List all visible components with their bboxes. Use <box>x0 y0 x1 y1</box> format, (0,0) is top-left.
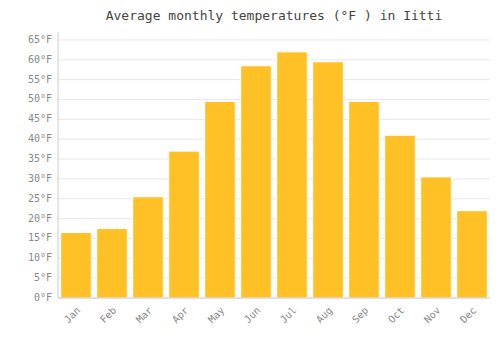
bar <box>61 232 92 298</box>
y-tick-label: 5°F <box>34 272 52 283</box>
x-tick-label: Aug <box>314 305 335 326</box>
x-tick-label: Nov <box>422 305 443 326</box>
page: {"chart_data": {"type": "bar", "title": … <box>0 0 500 350</box>
y-tick-label: 15°F <box>28 232 52 243</box>
x-tick-label: May <box>206 305 227 326</box>
grid-line <box>58 298 490 299</box>
grid-line <box>58 79 490 80</box>
y-tick-label: 55°F <box>28 74 52 85</box>
y-axis-line <box>58 32 59 298</box>
grid-line <box>58 119 490 120</box>
grid-line <box>58 99 490 100</box>
x-tick-label: Sep <box>350 305 371 326</box>
x-tick-label: Oct <box>386 305 407 326</box>
y-tick-label: 25°F <box>28 193 52 204</box>
x-tick-label: Feb <box>98 305 119 326</box>
bar <box>277 52 308 298</box>
x-tick-label: Mar <box>134 305 155 326</box>
x-tick-label: Apr <box>170 305 191 326</box>
y-tick-label: 40°F <box>28 133 52 144</box>
title: Average monthly temperatures (°F ) in Ii… <box>106 8 443 23</box>
grid-line <box>58 159 490 160</box>
chart-container: 0°F 5°F 10°F 15°F 20°F 25°F 30°F 35°F 40°F 45°F 50… <box>0 0 500 350</box>
y-tick-label: 35°F <box>28 153 52 164</box>
y-tick-label: 60°F <box>28 54 52 65</box>
bar <box>169 151 200 298</box>
y-tick-label: 10°F <box>28 252 52 263</box>
bar <box>205 101 236 298</box>
y-tick-label: 20°F <box>28 213 52 224</box>
grid-line <box>58 39 490 40</box>
bar <box>457 211 488 298</box>
y-axis: 0°F 5°F 10°F 15°F 20°F 25°F 30°F 35°F 40°F 45°F 50… <box>28 34 52 303</box>
x-tick-label: Dec <box>458 305 479 326</box>
grid-line <box>58 139 490 140</box>
x-tick-label: Jul <box>278 305 299 326</box>
x-tick-label: Jan <box>62 305 83 326</box>
x-tick-label: Jun <box>242 305 263 326</box>
bar <box>421 177 452 298</box>
chart: 0°F 5°F 10°F 15°F 20°F 25°F 30°F 35°F 40°F 45°F 50… <box>0 0 500 350</box>
bar <box>313 62 344 298</box>
grid-line <box>58 59 490 60</box>
y-tick-label: 30°F <box>28 173 52 184</box>
y-tick-label: 50°F <box>28 93 52 104</box>
bar <box>349 101 380 298</box>
x-axis: Jan Feb Mar Apr May Jun Jul Aug Sep Oct Nov Dec <box>62 305 479 326</box>
y-tick-label: 0°F <box>34 292 52 303</box>
bar <box>97 229 128 298</box>
y-tick-label: 65°F <box>28 34 52 45</box>
bar <box>241 66 272 298</box>
grid <box>58 40 490 298</box>
y-tick-label: 45°F <box>28 113 52 124</box>
x-axis-line <box>58 298 490 299</box>
bar <box>385 135 416 298</box>
bars <box>61 52 488 298</box>
bar <box>133 197 164 298</box>
